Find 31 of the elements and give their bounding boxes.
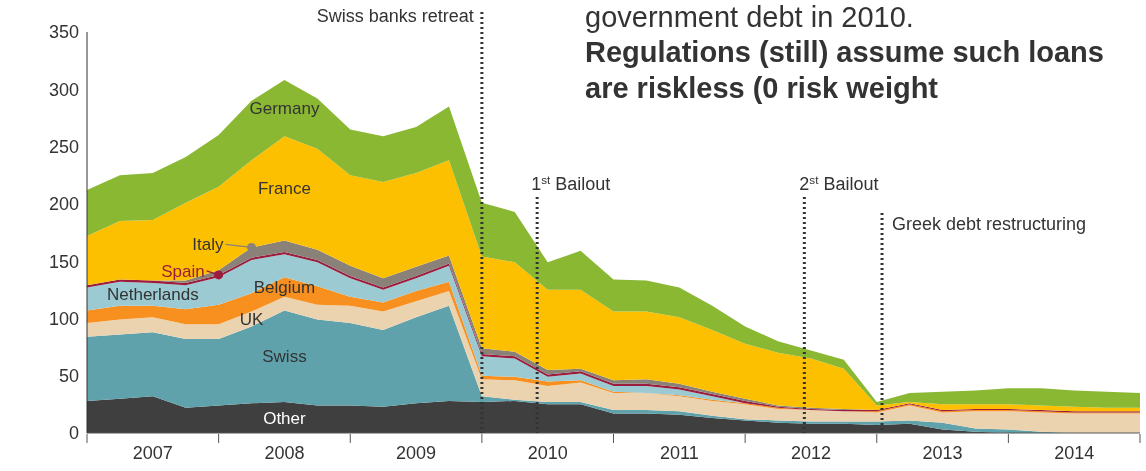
y-tick-label: 150	[48, 251, 79, 272]
series-label: Germany	[249, 99, 320, 119]
x-tick-label: 2012	[790, 443, 831, 463]
series-label: Belgium	[253, 277, 316, 297]
y-tick-label: 250	[48, 136, 79, 157]
x-tick-label: 2009	[396, 443, 437, 463]
ref-line-label: Greek debt restructuring	[892, 214, 1087, 234]
y-tick-label: 50	[58, 366, 79, 387]
x-tick-label: 2008	[264, 443, 305, 463]
text: Regulations (still) assume such loans are riskless (0 risk weight	[585, 35, 1105, 106]
y-tick-label: 300	[48, 79, 79, 100]
series-label: UK	[239, 310, 264, 329]
y-tick-label: 350	[48, 22, 79, 43]
ref-line-label: Swiss banks retreat	[316, 6, 474, 26]
x-tick-label: 2013	[922, 443, 963, 463]
series-label: France	[257, 179, 311, 199]
ref-line-label: 1$^{st}$ Bailout	[531, 172, 611, 194]
y-tick-label: 200	[48, 194, 79, 215]
x-tick-label: 2014	[1054, 443, 1095, 463]
series-label: Spain	[161, 261, 205, 281]
annotation: government debt in 2010.	[585, 0, 915, 34]
x-tick-label: 2011	[659, 443, 699, 463]
y-tick-label: 0	[68, 423, 79, 444]
x-tick-label: 2007	[132, 443, 173, 463]
series-label: Swiss	[262, 347, 307, 367]
series-label: Netherlands	[106, 285, 199, 305]
y-tick-label: 100	[48, 308, 79, 329]
ref-line-label: 2$^{st}$ Bailout	[799, 172, 879, 194]
legend-label: Italy	[192, 235, 225, 255]
x-tick-label: 2010	[527, 443, 568, 463]
series-label: Other	[263, 408, 307, 428]
